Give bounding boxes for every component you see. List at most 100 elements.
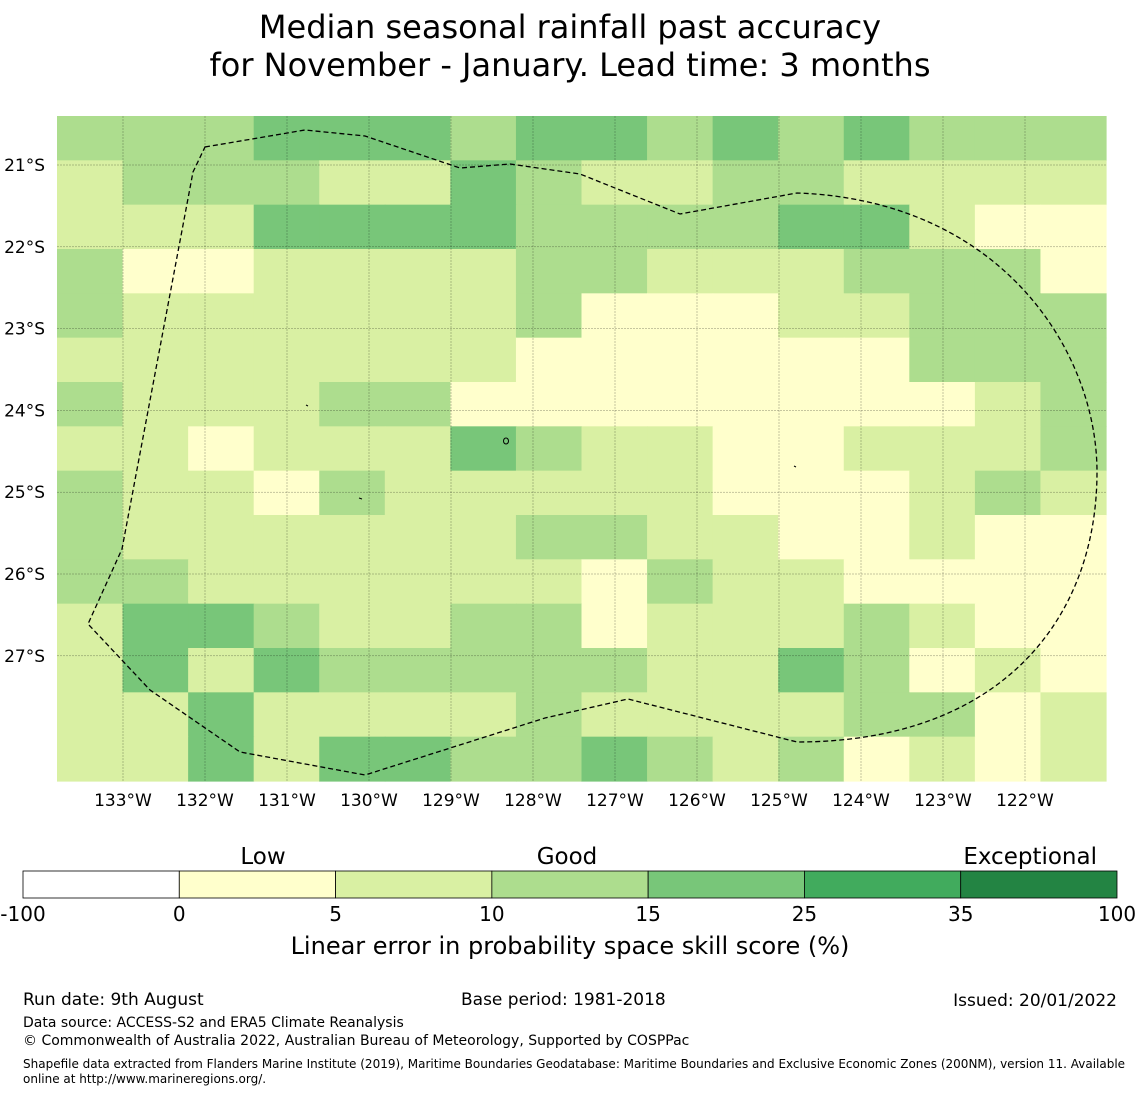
skill-cell (712, 426, 779, 472)
skill-cell (843, 648, 910, 693)
skill-cell (450, 515, 517, 560)
skill-cell (450, 337, 517, 383)
skill-cell (384, 692, 451, 738)
skill-cell (515, 515, 583, 560)
skill-cell (974, 249, 1042, 294)
skill-cell (57, 160, 124, 206)
skill-cell (712, 249, 779, 294)
skill-cell (188, 470, 255, 516)
colorbar-tick-label: 10 (479, 902, 504, 926)
latitude-label: 24°S (4, 401, 45, 421)
skill-cell (57, 470, 124, 516)
latitude-label: 27°S (4, 647, 45, 667)
skill-cell (253, 382, 320, 427)
issued-date: Issued: 20/01/2022 (953, 991, 1117, 1011)
skill-cell (712, 559, 779, 605)
skill-cell (581, 736, 648, 782)
skill-cell (319, 160, 386, 206)
skill-cell (843, 559, 910, 605)
skill-cell (1040, 648, 1107, 693)
latitude-label: 25°S (4, 483, 45, 503)
skill-cell (1040, 692, 1107, 738)
skill-cell (253, 116, 320, 161)
colorbar-boxes (22, 870, 1118, 899)
skill-cell (319, 116, 386, 161)
skill-cell (57, 204, 124, 250)
eez-boundary-outline (87, 129, 1098, 776)
skill-cell (909, 470, 976, 516)
skill-cell (253, 337, 320, 383)
colorbar-box (491, 870, 649, 899)
skill-cell (778, 116, 845, 161)
skill-cell (122, 160, 189, 206)
colorbar-tick-label: 100 (1098, 902, 1136, 926)
skill-cell (450, 160, 517, 206)
skill-cell (122, 204, 189, 250)
skill-cell (778, 648, 845, 693)
skill-cell (450, 249, 517, 294)
skill-cell (188, 293, 255, 339)
skill-cell (712, 692, 779, 738)
skill-cell (843, 736, 910, 782)
skill-cell (778, 337, 845, 383)
skill-cell (515, 559, 583, 605)
skill-cell (974, 337, 1042, 383)
skill-cell (909, 692, 976, 738)
longitude-label: 128°W (504, 791, 562, 811)
skill-cell (1040, 736, 1107, 782)
colorbar-tick-labels: -100 0 5 10 15 25 35 100 (0, 902, 1136, 926)
skill-cell (253, 736, 320, 782)
skill-cell (515, 426, 583, 472)
legend-category-label: Low (240, 844, 285, 870)
skill-cell (384, 470, 451, 516)
skill-cell (581, 116, 648, 161)
skill-cell (1040, 382, 1107, 427)
skill-cell (843, 470, 910, 516)
latitude-label: 26°S (4, 565, 45, 585)
skill-cell (384, 736, 451, 782)
skill-cell (647, 337, 714, 383)
skill-cell (515, 337, 583, 383)
longitude-labels: 133°W 132°W 131°W 130°W 129°W 128°W 127°W 126°W… (94, 791, 1054, 811)
skill-cell (188, 648, 255, 693)
legend-category-labels: Low Good Exceptional (240, 844, 1097, 870)
skill-cell (384, 204, 451, 250)
skill-cell (450, 736, 517, 782)
skill-cell (253, 160, 320, 206)
island-marker (503, 437, 509, 445)
skill-cell (909, 559, 976, 605)
skill-cell (712, 204, 779, 250)
skill-cell (253, 426, 320, 472)
skill-cell (188, 204, 255, 250)
skill-cell (57, 559, 124, 605)
skill-cell (909, 382, 976, 427)
skill-cell (581, 293, 648, 339)
skill-cell (974, 603, 1042, 649)
skill-cell (253, 692, 320, 738)
longitude-label: 125°W (750, 791, 808, 811)
skill-cell (253, 470, 320, 516)
skill-cell (1040, 515, 1107, 560)
skill-cell (57, 249, 124, 294)
skill-cell (515, 648, 583, 693)
skill-cell (319, 559, 386, 605)
skill-cell (122, 293, 189, 339)
skill-cell (909, 603, 976, 649)
skill-cell (843, 692, 910, 738)
skill-cell (450, 116, 517, 161)
chart-title-line-1: Median seasonal rainfall past accuracy (258, 8, 882, 46)
colorbar-legend: Low Good Exceptional -100 0 5 10 15 25 35 100 Lin… (0, 844, 1136, 960)
skill-cell (253, 648, 320, 693)
skill-cell (843, 249, 910, 294)
skill-cell (188, 692, 255, 738)
skill-cell (57, 736, 124, 782)
skill-cell (450, 293, 517, 339)
skill-cell (974, 426, 1042, 472)
skill-cell (778, 249, 845, 294)
skill-cell (515, 382, 583, 427)
skill-cell (122, 736, 189, 782)
skill-cell (515, 293, 583, 339)
skill-cell (188, 337, 255, 383)
skill-cell (581, 559, 648, 605)
skill-cell (647, 559, 714, 605)
